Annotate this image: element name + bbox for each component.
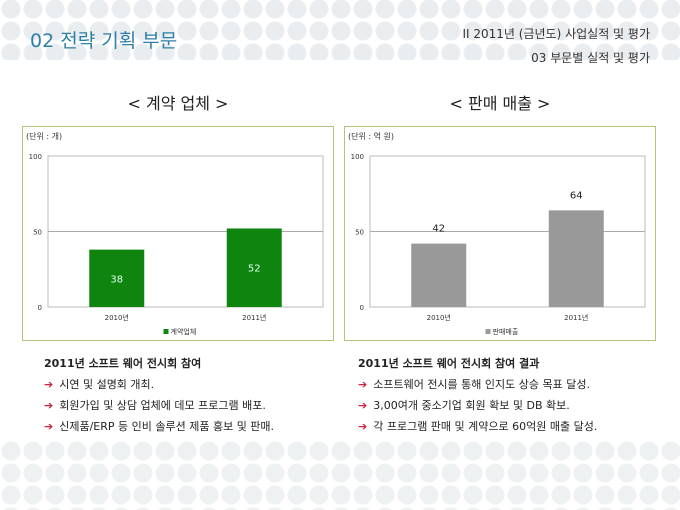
unit-label: (단위 : 개)	[26, 132, 63, 141]
breadcrumb-subsection: 03 부문별 실적 및 평가	[531, 51, 650, 65]
y-tick-label: 100	[351, 153, 364, 161]
y-tick-label: 0	[360, 304, 364, 312]
legend-label: 판매매출	[493, 327, 519, 336]
arrow-right-icon: ➔	[358, 399, 368, 412]
data-label: 52	[248, 264, 261, 275]
bar	[411, 243, 467, 307]
data-label: 38	[110, 274, 123, 285]
list-heading: 2011년 소프트 웨어 전시회 참여 결과	[358, 357, 540, 370]
chart-svg: 0 50 100 2010년 42 2011년 64 판매매출	[351, 153, 646, 336]
list-item: ➔ 회원가입 및 상담 업체에 데모 프로그램 배포.	[44, 399, 266, 412]
legend-label: 계약업체	[171, 327, 197, 336]
data-label: 64	[570, 190, 583, 201]
list-item: ➔ 각 프로그램 판매 및 계약으로 60억원 매출 달성.	[358, 420, 598, 433]
unit-label: (단위 : 억 원)	[348, 132, 395, 141]
arrow-right-icon: ➔	[44, 378, 54, 391]
arrow-right-icon: ➔	[358, 378, 368, 391]
chart-contracts: (단위 : 개) 0 50 100 2010년 38 2011년 52 계약업체	[22, 126, 334, 341]
y-tick-label: 50	[33, 229, 42, 237]
breadcrumb-section: II 2011년 (금년도) 사업실적 및 평가	[462, 27, 651, 41]
list-item: ➔ 소프트웨어 전시를 통해 인지도 상승 목표 달성.	[358, 378, 590, 391]
arrow-right-icon: ➔	[44, 399, 54, 412]
list-item: ➔ 시연 및 설명회 개최.	[44, 378, 155, 391]
bar	[89, 249, 145, 307]
y-tick-label: 0	[38, 304, 42, 312]
bar	[226, 228, 282, 307]
chart-title-sales: < 판매 매출 >	[449, 94, 551, 113]
chart-svg: 0 50 100 2010년 38 2011년 52 계약업체	[29, 153, 324, 336]
right-list: 2011년 소프트 웨어 전시회 참여 결과 ➔ 소프트웨어 전시를 통해 인지도…	[358, 353, 597, 437]
list-item: ➔ 3,00여개 중소기업 회원 확보 및 DB 확보.	[358, 399, 570, 412]
y-tick-label: 50	[355, 229, 364, 237]
arrow-right-icon: ➔	[44, 420, 54, 433]
x-tick-label: 2010년	[105, 313, 129, 322]
legend-swatch	[485, 329, 491, 334]
data-label: 42	[432, 224, 445, 235]
y-tick-label: 100	[29, 153, 42, 161]
chart-sales: (단위 : 억 원) 0 50 100 2010년 42 2011년 64 판매매출	[344, 126, 656, 341]
bar	[548, 210, 604, 307]
list-item: ➔ 신제품/ERP 등 인비 솔루션 제품 홍보 및 판매.	[44, 420, 275, 433]
page-title: 02 전략 기획 부문	[30, 30, 178, 52]
legend-swatch	[163, 329, 169, 334]
chart-title-contracts: < 계약 업체 >	[127, 94, 229, 113]
x-tick-label: 2010년	[427, 313, 451, 322]
list-heading: 2011년 소프트 웨어 전시회 참여	[44, 357, 202, 370]
dot-pattern-top	[0, 0, 680, 60]
x-tick-label: 2011년	[564, 313, 588, 322]
arrow-right-icon: ➔	[358, 420, 368, 433]
dot-pattern-bottom	[0, 440, 680, 510]
x-tick-label: 2011년	[242, 313, 266, 322]
left-list: 2011년 소프트 웨어 전시회 참여 ➔ 시연 및 설명회 개최. ➔ 회원가입 …	[44, 353, 274, 437]
